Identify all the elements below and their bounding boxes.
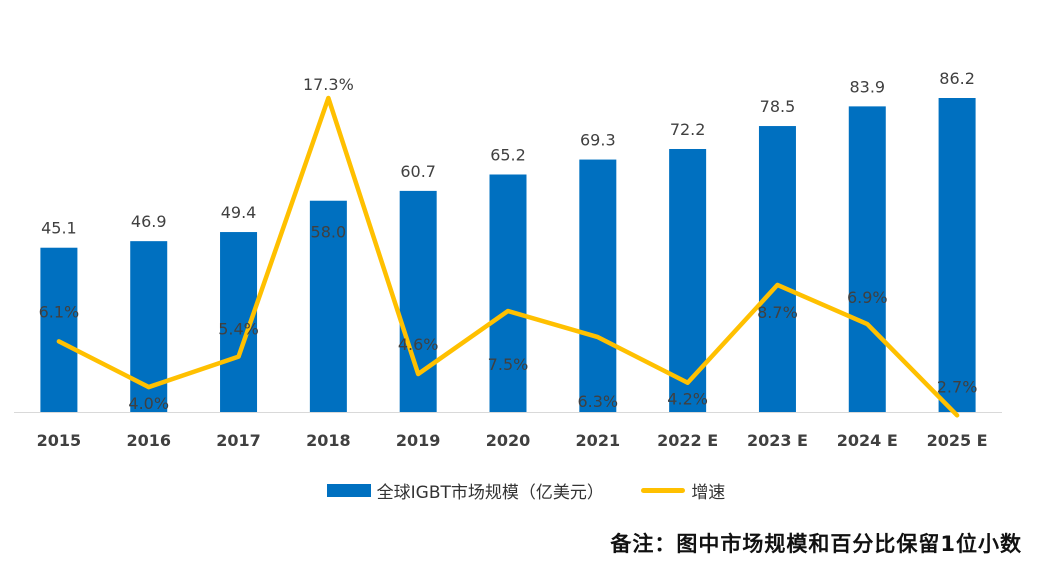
bar-value-label-2017: 49.4 <box>221 203 257 222</box>
x-tick-label-2025E: 2025 E <box>927 431 988 450</box>
growth-label-2022E: 4.2% <box>667 390 708 409</box>
x-tick-label-2018: 2018 <box>306 431 351 450</box>
bar-value-label-2022E: 72.2 <box>670 120 706 139</box>
footnote: 备注：图中市场规模和百分比保留1位小数 <box>610 532 1022 556</box>
growth-label-2020: 7.5% <box>488 355 529 374</box>
growth-line <box>56 95 960 418</box>
legend-bar-swatch <box>326 484 371 497</box>
bar-2021 <box>579 159 617 412</box>
bar-value-label-2025E: 86.2 <box>939 69 975 88</box>
bar-2015 <box>40 247 78 412</box>
x-tick-label-2021: 2021 <box>576 431 621 450</box>
bar-2018 <box>309 200 347 412</box>
bar-value-label-2016: 46.9 <box>131 212 167 231</box>
x-tick-label-2017: 2017 <box>216 431 261 450</box>
growth-label-2019: 4.6% <box>398 335 439 354</box>
bar-value-label-2018: 58.0 <box>311 223 347 242</box>
growth-label-2016: 4.0% <box>128 394 169 413</box>
growth-label-2025E: 2.7% <box>937 377 978 396</box>
bar-value-label-2021: 69.3 <box>580 131 616 150</box>
bar-value-label-2015: 45.1 <box>41 219 77 238</box>
growth-label-2023E: 8.7% <box>757 303 798 322</box>
x-tick-label-2016: 2016 <box>126 431 171 450</box>
growth-label-2015: 6.1% <box>39 302 80 321</box>
x-tick-label-2022E: 2022 E <box>657 431 718 450</box>
x-tick-label-2019: 2019 <box>396 431 441 450</box>
legend-item-bars: 全球IGBT市场规模（亿美元） <box>326 478 604 503</box>
legend-line-label: 增速 <box>691 483 726 503</box>
growth-label-2021: 6.3% <box>577 392 618 411</box>
bar-2024E <box>848 106 886 413</box>
bar-2025E <box>938 98 976 412</box>
x-tick-label-2023E: 2023 E <box>747 431 808 450</box>
x-tick-label-2024E: 2024 E <box>837 431 898 450</box>
legend-item-line: 增速 <box>641 478 725 503</box>
x-tick-label-2015: 2015 <box>37 431 82 450</box>
bar-2019 <box>399 190 437 412</box>
growth-label-2017: 5.4% <box>218 320 259 339</box>
bar-2022E <box>669 148 707 412</box>
legend-line-swatch <box>641 488 686 493</box>
bar-value-label-2020: 65.2 <box>490 145 526 164</box>
chart-canvas: 45.1 46.9 49.4 58.0 60.7 65.2 69.3 72.2 78.5 83.9… <box>14 69 1002 450</box>
bar-value-label-2019: 60.7 <box>400 162 436 181</box>
bar-value-label-2023E: 78.5 <box>760 97 796 116</box>
growth-label-2018: 17.3% <box>303 75 354 94</box>
bar-2023E <box>758 126 796 413</box>
growth-label-2024E: 6.9% <box>847 288 888 307</box>
bar-2020 <box>489 174 527 412</box>
x-tick-label-2020: 2020 <box>486 431 531 450</box>
bar-value-label-2024E: 83.9 <box>849 77 885 96</box>
legend: 全球IGBT市场规模（亿美元） 增速 <box>0 478 1052 503</box>
legend-bar-label: 全球IGBT市场规模（亿美元） <box>376 483 604 503</box>
